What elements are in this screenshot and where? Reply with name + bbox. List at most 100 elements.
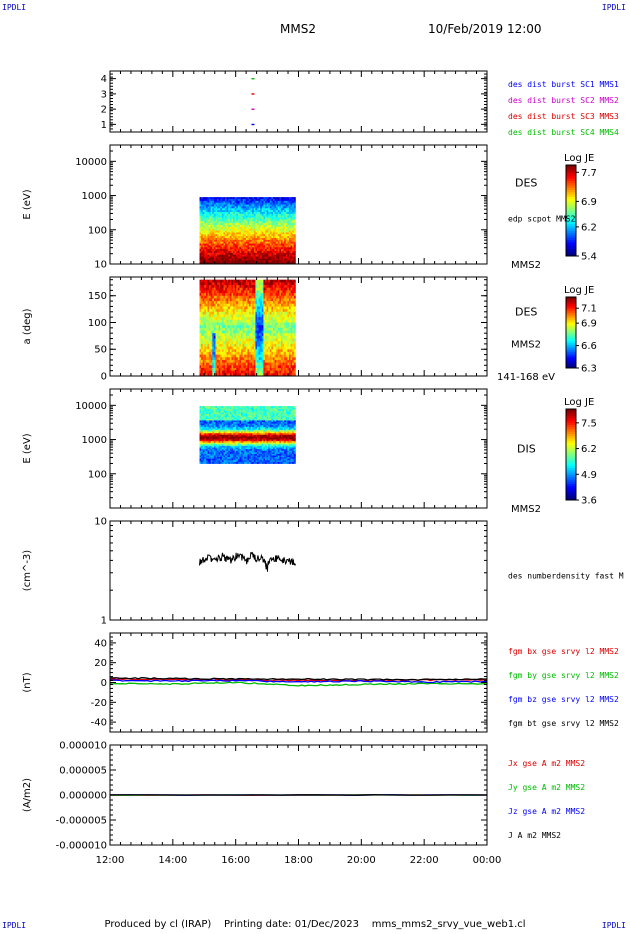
xtick-label: 18:00	[284, 855, 313, 866]
ytick-label: 100	[88, 318, 107, 329]
colorbar-2	[565, 296, 577, 369]
legend-entry: J A m2 MMS2	[508, 831, 561, 840]
ytick-label: 2	[101, 105, 107, 116]
ytick-label: -20	[91, 698, 107, 709]
y-axis-label: E (eV)	[22, 433, 33, 463]
colorbar-tick: 7.5	[581, 418, 597, 429]
ytick-label: -0.000005	[56, 816, 107, 827]
series-line	[110, 679, 488, 684]
y-axis-label: (cm^-3)	[22, 550, 33, 591]
ytick-label: 1	[101, 616, 107, 627]
scpot-label: edp scpot MMS2	[508, 215, 576, 224]
legend-entry: fgm by gse srvy l2 MMS2	[508, 671, 619, 680]
legend-entry: fgm bz gse srvy l2 MMS2	[508, 695, 619, 704]
series-line	[199, 551, 296, 572]
xtick-label: 16:00	[221, 855, 250, 866]
corner-logo-top-right: IPDLI	[601, 3, 626, 12]
ytick-label: 150	[88, 291, 107, 302]
instrument-label: DES	[515, 177, 537, 190]
instrument-label: DIS	[517, 443, 536, 456]
colorbar-title: Log JE	[564, 153, 594, 164]
colorbar-tick: 4.9	[581, 470, 597, 481]
ytick-label: 0.000005	[59, 766, 107, 777]
series-line	[109, 677, 487, 681]
panel-frame-4	[109, 388, 488, 509]
series-line	[109, 681, 488, 687]
spacecraft-label: MMS2	[511, 340, 541, 351]
footer: Produced by cl (IRAP) Printing date: 01/…	[0, 919, 630, 930]
colorbar-tick: 5.4	[581, 252, 597, 263]
colorbar-1	[565, 164, 577, 257]
legend-entry: des dist burst SC3 MMS3	[508, 112, 619, 121]
legend-entry: Jz gse A m2 MMS2	[508, 807, 585, 816]
legend-entry: des dist burst SC2 MMS2	[508, 96, 619, 105]
spacecraft-label: MMS2	[511, 504, 541, 515]
ytick-label: 10	[94, 260, 107, 271]
colorbar-title: Log JE	[564, 285, 594, 296]
legend-entry: des dist burst SC1 MMS1	[508, 80, 619, 89]
spacecraft-title: MMS2	[280, 22, 316, 36]
y-axis-label: (nT)	[22, 672, 33, 692]
footer-produced-by: Produced by cl (IRAP)	[104, 919, 212, 930]
burst-mark-3	[251, 93, 255, 95]
colorbar-tick: 3.6	[581, 496, 597, 507]
y-axis-label: a (deg)	[22, 308, 33, 344]
panel-frame-1	[109, 70, 488, 133]
legend-entry: Jy gse A m2 MMS2	[508, 783, 585, 792]
plot-date: 10/Feb/2019 12:00	[428, 22, 542, 36]
ytick-label: -0.000010	[56, 841, 107, 852]
colorbar-tick: 6.3	[581, 364, 597, 375]
xtick-label: 00:00	[473, 855, 502, 866]
ytick-label: 40	[94, 638, 107, 649]
legend-entry: fgm bx gse srvy l2 MMS2	[508, 647, 619, 656]
burst-mark-1	[251, 123, 255, 126]
colorbar-tick: 6.2	[581, 222, 597, 233]
colorbar-tick: 6.6	[581, 341, 597, 352]
y-axis-label: (A/m2)	[22, 778, 33, 812]
xtick-label: 22:00	[410, 855, 439, 866]
legend-entry: Jx gse A m2 MMS2	[508, 759, 585, 768]
ytick-label: 1	[101, 120, 107, 131]
ytick-label: 0.000010	[59, 741, 107, 752]
colorbar-tick: 6.2	[581, 444, 597, 455]
panel-frame-3	[109, 276, 488, 377]
ytick-label: -40	[91, 718, 107, 729]
corner-logo-bottom-left: IPDLI	[2, 921, 27, 930]
ytick-label: 4	[101, 74, 107, 85]
legend-entry: des dist burst SC4 MMS4	[508, 128, 619, 137]
energy-range-label: 141-168 eV	[497, 372, 555, 383]
ytick-label: 3	[101, 89, 107, 100]
xtick-label: 12:00	[96, 855, 125, 866]
ytick-label: 1000	[82, 191, 107, 202]
colorbar-tick: 6.9	[581, 197, 597, 208]
colorbar-title: Log JE	[564, 397, 594, 408]
colorbar-tick: 7.7	[581, 168, 597, 179]
colorbar-3	[565, 408, 577, 501]
ytick-label: 1000	[82, 435, 107, 446]
ytick-label: 10000	[75, 401, 107, 412]
corner-logo-bottom-right: IPDLI	[601, 921, 626, 930]
burst-mark-4	[251, 78, 255, 80]
panel-frame-2	[109, 144, 488, 265]
ytick-label: 0	[101, 678, 107, 689]
ytick-label: 10	[94, 517, 107, 528]
ytick-label: 0.000000	[59, 791, 107, 802]
spacecraft-label: MMS2	[511, 260, 541, 271]
xtick-label: 14:00	[158, 855, 187, 866]
footer-printing-date: Printing date: 01/Dec/2023	[223, 919, 359, 930]
ytick-label: 0	[101, 372, 107, 383]
legend-entry: fgm bt gse srvy l2 MMS2	[508, 719, 619, 728]
instrument-label: DES	[515, 306, 537, 319]
ytick-label: 50	[94, 345, 107, 356]
legend-entry: des numberdensity fast M	[508, 572, 624, 581]
panel-frame-5	[109, 520, 488, 621]
colorbar-tick: 7.1	[581, 304, 597, 315]
corner-logo-top-left: IPDLI	[2, 3, 27, 12]
ytick-label: 100	[88, 225, 107, 236]
burst-mark-2	[251, 108, 255, 110]
y-axis-label: E (eV)	[22, 189, 33, 219]
ytick-label: 20	[94, 658, 107, 669]
footer-filename: mms_mms2_srvy_vue_web1.cl	[371, 919, 526, 930]
ytick-label: 10000	[75, 157, 107, 168]
